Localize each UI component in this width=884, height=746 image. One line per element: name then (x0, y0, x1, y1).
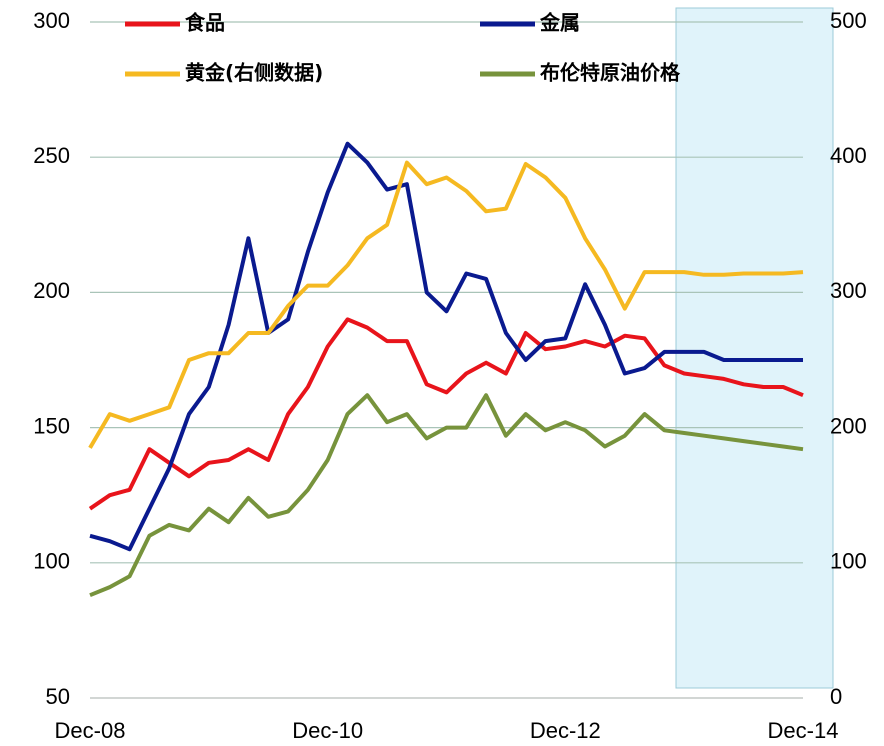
y2-tick-label: 500 (830, 8, 867, 33)
y2-tick-label: 400 (830, 143, 867, 168)
x-tick-label: Dec-10 (292, 718, 363, 743)
series-line (88, 160, 804, 449)
x-tick-label: Dec-08 (55, 718, 126, 743)
y-tick-label: 250 (33, 143, 70, 168)
y2-tick-label: 200 (830, 413, 867, 438)
y-tick-label: 200 (33, 278, 70, 303)
y2-tick-label: 300 (830, 278, 867, 303)
forecast-shade (675, 7, 834, 689)
y-tick-label: 300 (33, 8, 70, 33)
y2-tick-label: 0 (830, 684, 842, 709)
series-line (88, 317, 804, 511)
legend-label: 布伦特原油价格 (540, 61, 681, 85)
x-tick-label: Dec-14 (768, 718, 839, 743)
x-tick-label: Dec-12 (530, 718, 601, 743)
y2-tick-label: 100 (830, 549, 867, 574)
y-tick-label: 150 (33, 413, 70, 438)
legend-label: 金属 (539, 11, 580, 35)
legend-label: 黄金(右侧数据) (185, 61, 323, 85)
y-tick-label: 100 (33, 549, 70, 574)
legend-label: 食品 (185, 11, 225, 35)
y-tick-label: 50 (46, 684, 70, 709)
series-line (89, 393, 804, 598)
series-line (89, 141, 803, 552)
